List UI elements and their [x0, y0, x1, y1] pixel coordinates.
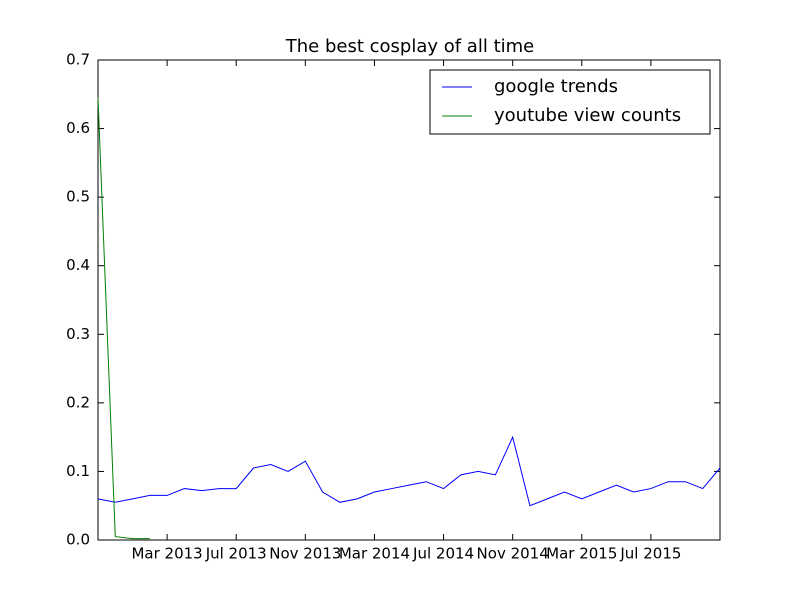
x-tick-label: Nov 2014 [477, 545, 549, 563]
x-tick-label: Nov 2013 [269, 545, 341, 563]
x-tick-label: Jul 2015 [619, 545, 681, 563]
legend-box [429, 69, 711, 135]
plot-frame [97, 59, 721, 541]
y-tick-label: 0.2 [66, 393, 90, 411]
x-tick-label: Mar 2014 [339, 545, 410, 563]
legend-text: youtube view counts [494, 105, 681, 126]
legend-text: google trends [494, 76, 618, 97]
x-tick-label: Mar 2015 [546, 545, 617, 563]
x-tick-label: Jul 2013 [205, 545, 267, 563]
y-tick-label: 0.1 [66, 462, 90, 480]
y-tick-label: 0.5 [66, 188, 90, 206]
y-tick-label: 0.3 [66, 325, 90, 343]
x-tick-label: Mar 2013 [131, 545, 202, 563]
y-tick-label: 0.0 [66, 531, 90, 549]
series-line [97, 435, 721, 507]
chart-title: The best cosplay of all time [285, 36, 534, 57]
y-tick-label: 0.4 [66, 256, 90, 274]
y-tick-label: 0.7 [66, 51, 90, 69]
series-line [97, 97, 150, 540]
x-tick-label: Jul 2014 [412, 545, 474, 563]
y-tick-label: 0.6 [66, 119, 90, 137]
